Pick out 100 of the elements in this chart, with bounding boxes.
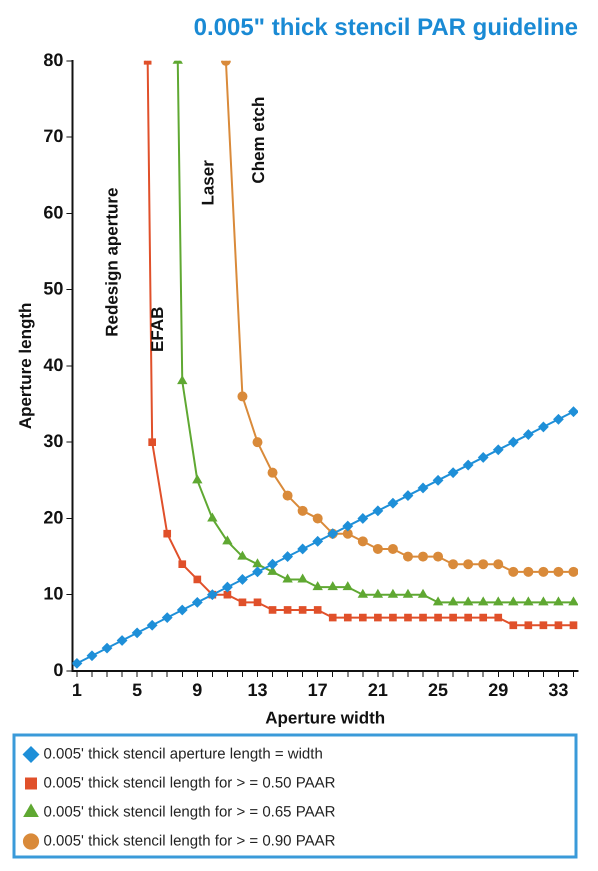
point xyxy=(238,552,247,560)
point xyxy=(524,621,532,630)
point xyxy=(553,566,564,577)
point xyxy=(494,597,503,606)
legend-label: 0.005' thick stencil length for > = 0.65 PAAR xyxy=(44,804,336,821)
point xyxy=(494,614,502,622)
point xyxy=(222,536,232,544)
point xyxy=(538,597,548,606)
point xyxy=(509,621,518,630)
x-tick-label: 1 xyxy=(72,680,82,700)
point xyxy=(358,536,368,546)
point xyxy=(358,513,368,524)
point xyxy=(372,506,383,516)
point xyxy=(493,559,504,570)
point xyxy=(538,422,548,432)
point xyxy=(163,530,172,538)
point xyxy=(463,460,474,470)
point xyxy=(314,606,322,614)
point xyxy=(433,475,444,486)
point xyxy=(342,528,353,539)
point xyxy=(448,559,458,570)
x-tick-label: 5 xyxy=(132,680,142,700)
point xyxy=(418,590,428,598)
point xyxy=(282,552,293,562)
point xyxy=(404,590,412,598)
x-tick-label: 25 xyxy=(428,680,448,700)
point xyxy=(508,566,518,577)
point xyxy=(237,574,248,584)
y-tick-label: 20 xyxy=(43,507,64,528)
point xyxy=(86,650,97,661)
point xyxy=(328,582,338,590)
annotation: Laser xyxy=(198,160,218,206)
annotation: EFAB xyxy=(148,306,168,352)
point xyxy=(493,444,504,455)
point xyxy=(192,597,202,608)
point xyxy=(252,566,262,577)
point xyxy=(358,590,368,598)
x-tick-label: 9 xyxy=(192,680,202,700)
point xyxy=(359,614,367,622)
legend-label: 0.005' thick stencil length for > = 0.50 PAAR xyxy=(44,774,336,792)
point xyxy=(569,597,578,606)
x-tick-label: 33 xyxy=(548,680,568,700)
point xyxy=(254,598,262,606)
point xyxy=(418,482,428,493)
point xyxy=(523,430,534,440)
point xyxy=(117,635,128,646)
point xyxy=(208,513,217,522)
point xyxy=(268,559,278,570)
point xyxy=(298,574,308,582)
point xyxy=(402,552,413,562)
y-tick-label: 10 xyxy=(43,584,64,604)
point xyxy=(313,582,322,590)
point xyxy=(463,559,474,570)
point xyxy=(523,566,534,577)
point xyxy=(508,437,518,448)
point xyxy=(178,376,187,384)
point xyxy=(312,513,323,524)
point xyxy=(373,590,382,598)
y-tick-label: 60 xyxy=(43,202,64,222)
point xyxy=(553,414,564,424)
point xyxy=(162,612,172,623)
point xyxy=(388,498,398,508)
point xyxy=(404,614,412,622)
point xyxy=(298,606,306,614)
point xyxy=(282,490,293,501)
point xyxy=(148,438,156,446)
point xyxy=(524,597,533,606)
point xyxy=(298,506,308,516)
point xyxy=(388,590,398,598)
point xyxy=(388,544,398,554)
legend-label: 0.005' thick stencil length for > = 0.90 PAAR xyxy=(44,832,336,850)
point xyxy=(178,560,186,568)
point xyxy=(193,576,202,584)
point xyxy=(343,582,352,590)
point xyxy=(298,544,308,554)
chart-title: 0.005" thick stencil PAR guideline xyxy=(194,14,578,42)
point xyxy=(478,597,488,606)
point xyxy=(284,606,292,614)
point xyxy=(283,574,292,582)
point xyxy=(238,598,246,606)
point xyxy=(464,614,472,622)
point xyxy=(434,597,443,606)
point xyxy=(433,552,444,562)
point xyxy=(402,490,413,501)
point xyxy=(102,643,112,654)
point xyxy=(540,621,548,630)
x-tick-label: 17 xyxy=(308,680,328,700)
point xyxy=(479,614,488,622)
point xyxy=(147,620,158,630)
x-tick-label: 29 xyxy=(488,680,508,700)
y-tick-label: 0 xyxy=(53,660,64,680)
point xyxy=(508,597,518,606)
point xyxy=(448,597,458,606)
point xyxy=(374,614,382,622)
annotation: Redesign aperture xyxy=(102,188,122,337)
point xyxy=(418,552,428,562)
point xyxy=(344,614,352,622)
point xyxy=(449,614,457,622)
point xyxy=(419,614,427,622)
point xyxy=(554,597,563,606)
